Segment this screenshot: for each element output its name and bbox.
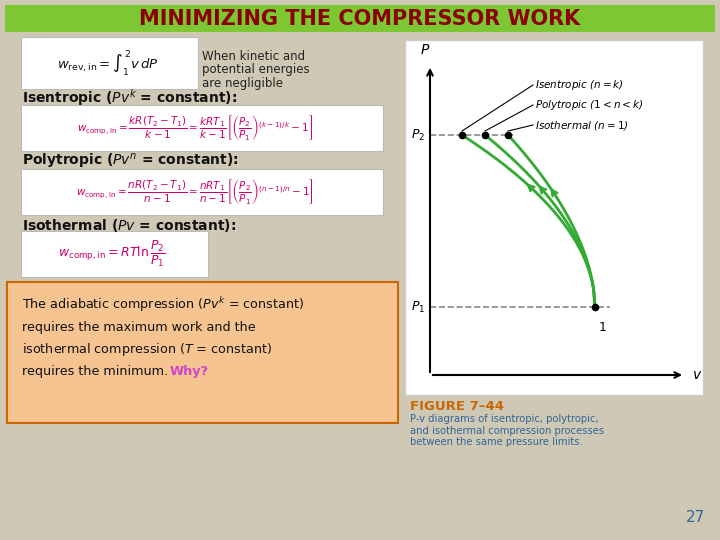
Text: Polytropic ($Pv^n$ = constant):: Polytropic ($Pv^n$ = constant):: [22, 152, 238, 171]
Text: are negligible: are negligible: [202, 77, 283, 90]
Text: v: v: [693, 368, 701, 382]
Text: $w_{\rm rev,in} = \int_1^2 v\, dP$: $w_{\rm rev,in} = \int_1^2 v\, dP$: [58, 48, 158, 78]
Text: 1: 1: [599, 321, 607, 334]
Text: isothermal compression ($T$ = constant): isothermal compression ($T$ = constant): [22, 341, 272, 357]
Text: Isentropic ($n = k$): Isentropic ($n = k$): [535, 78, 624, 92]
Text: $w_{\rm comp,in} = RT\ln\dfrac{P_2}{P_1}$: $w_{\rm comp,in} = RT\ln\dfrac{P_2}{P_1}…: [58, 239, 166, 269]
FancyBboxPatch shape: [7, 282, 398, 423]
Text: P: P: [420, 43, 429, 57]
FancyBboxPatch shape: [21, 37, 198, 89]
Text: $w_{\rm comp,in} = \dfrac{kR(T_2-T_1)}{k-1} = \dfrac{kRT_1}{k-1}\left[\left(\dfr: $w_{\rm comp,in} = \dfrac{kR(T_2-T_1)}{k…: [77, 113, 313, 143]
Text: Isentropic ($Pv^k$ = constant):: Isentropic ($Pv^k$ = constant):: [22, 87, 237, 109]
Text: Isothermal ($Pv$ = constant):: Isothermal ($Pv$ = constant):: [22, 217, 236, 233]
Text: requires the maximum work and the: requires the maximum work and the: [22, 321, 256, 334]
FancyBboxPatch shape: [405, 40, 703, 395]
Text: potential energies: potential energies: [202, 64, 310, 77]
Text: When kinetic and: When kinetic and: [202, 51, 305, 64]
Text: $P_2$: $P_2$: [411, 127, 425, 143]
Text: Why?: Why?: [170, 364, 209, 377]
Text: requires the minimum.: requires the minimum.: [22, 364, 176, 377]
Text: 27: 27: [685, 510, 705, 525]
Text: $P_1$: $P_1$: [410, 300, 425, 314]
Text: $w_{\rm comp,in} = \dfrac{nR(T_2-T_1)}{n-1} = \dfrac{nRT_1}{n-1}\left[\left(\dfr: $w_{\rm comp,in} = \dfrac{nR(T_2-T_1)}{n…: [76, 178, 314, 206]
Text: Polytropic ($1 < n < k$): Polytropic ($1 < n < k$): [535, 98, 644, 112]
Text: The adiabatic compression ($Pv^k$ = constant): The adiabatic compression ($Pv^k$ = cons…: [22, 295, 304, 314]
Text: P-v diagrams of isentropic, polytropic,
and isothermal compression processes
bet: P-v diagrams of isentropic, polytropic, …: [410, 414, 604, 447]
Text: MINIMIZING THE COMPRESSOR WORK: MINIMIZING THE COMPRESSOR WORK: [140, 9, 580, 29]
FancyBboxPatch shape: [21, 169, 383, 215]
FancyBboxPatch shape: [21, 105, 383, 151]
Text: FIGURE 7–44: FIGURE 7–44: [410, 400, 504, 413]
FancyBboxPatch shape: [5, 5, 715, 32]
Text: Isothermal ($n = 1$): Isothermal ($n = 1$): [535, 118, 629, 132]
FancyBboxPatch shape: [21, 231, 208, 277]
